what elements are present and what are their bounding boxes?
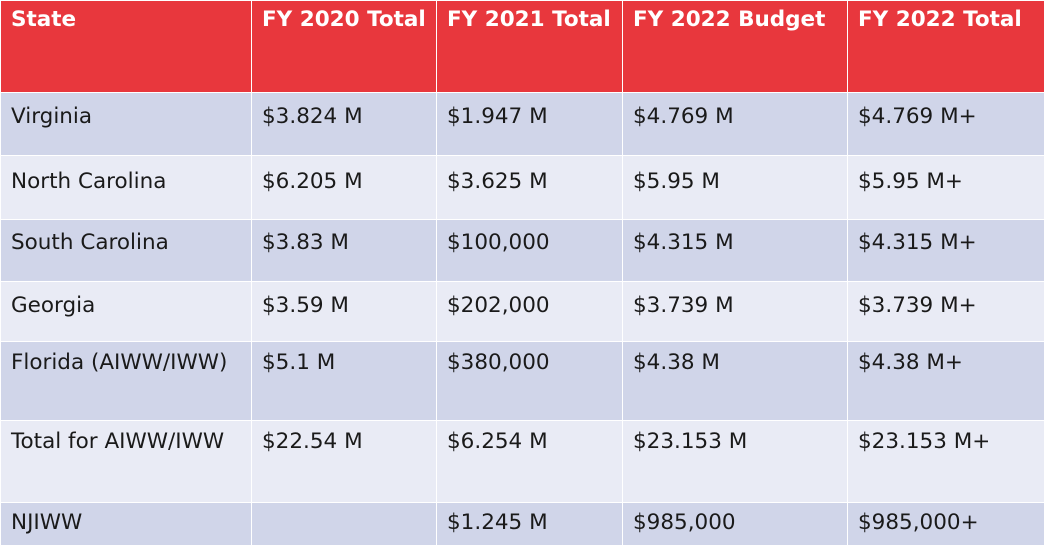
cell-fy2020 <box>251 502 437 545</box>
header-fy2021-total: FY 2021 Total <box>436 0 623 93</box>
table-row: Florida (AIWW/IWW) $5.1 M $380,000 $4.38… <box>0 341 1044 421</box>
cell-state: NJIWW <box>0 502 252 545</box>
cell-fy2020: $3.59 M <box>251 281 437 342</box>
header-row: State FY 2020 Total FY 2021 Total FY 202… <box>0 0 1044 93</box>
cell-fy2020: $5.1 M <box>251 341 437 421</box>
header-fy2020-total: FY 2020 Total <box>251 0 437 93</box>
table-row: Total for AIWW/IWW $22.54 M $6.254 M $23… <box>0 420 1044 503</box>
cell-fy2020: $3.83 M <box>251 219 437 282</box>
table-row: North Carolina $6.205 M $3.625 M $5.95 M… <box>0 155 1044 220</box>
cell-fy2022-total: $985,000+ <box>847 502 1044 545</box>
cell-fy2022-budget: $5.95 M <box>622 155 848 220</box>
cell-fy2021: $1.947 M <box>436 92 623 156</box>
cell-fy2020: $3.824 M <box>251 92 437 156</box>
cell-fy2021: $6.254 M <box>436 420 623 503</box>
cell-fy2021: $1.245 M <box>436 502 623 545</box>
cell-fy2022-budget: $3.739 M <box>622 281 848 342</box>
cell-fy2022-budget: $4.315 M <box>622 219 848 282</box>
cell-fy2022-budget: $985,000 <box>622 502 848 545</box>
table-row: Georgia $3.59 M $202,000 $3.739 M $3.739… <box>0 281 1044 342</box>
cell-state: Georgia <box>0 281 252 342</box>
header-state: State <box>0 0 252 93</box>
cell-state: South Carolina <box>0 219 252 282</box>
cell-fy2021: $3.625 M <box>436 155 623 220</box>
cell-fy2020: $6.205 M <box>251 155 437 220</box>
cell-fy2022-total: $3.739 M+ <box>847 281 1044 342</box>
cell-state: North Carolina <box>0 155 252 220</box>
cell-fy2021: $202,000 <box>436 281 623 342</box>
cell-fy2022-budget: $4.769 M <box>622 92 848 156</box>
cell-fy2022-total: $5.95 M+ <box>847 155 1044 220</box>
cell-fy2021: $380,000 <box>436 341 623 421</box>
header-fy2022-total: FY 2022 Total <box>847 0 1044 93</box>
table-row: NJIWW $1.245 M $985,000 $985,000+ <box>0 502 1044 545</box>
cell-fy2022-budget: $23.153 M <box>622 420 848 503</box>
cell-fy2022-total: $4.38 M+ <box>847 341 1044 421</box>
cell-state: Virginia <box>0 92 252 156</box>
cell-state: Total for AIWW/IWW <box>0 420 252 503</box>
cell-fy2020: $22.54 M <box>251 420 437 503</box>
table-row: South Carolina $3.83 M $100,000 $4.315 M… <box>0 219 1044 282</box>
table-row: Virginia $3.824 M $1.947 M $4.769 M $4.7… <box>0 92 1044 156</box>
cell-fy2022-total: $4.315 M+ <box>847 219 1044 282</box>
cell-fy2022-total: $4.769 M+ <box>847 92 1044 156</box>
header-fy2022-budget: FY 2022 Budget <box>622 0 848 93</box>
cell-fy2022-budget: $4.38 M <box>622 341 848 421</box>
cell-fy2022-total: $23.153 M+ <box>847 420 1044 503</box>
cell-state: Florida (AIWW/IWW) <box>0 341 252 421</box>
cell-fy2021: $100,000 <box>436 219 623 282</box>
